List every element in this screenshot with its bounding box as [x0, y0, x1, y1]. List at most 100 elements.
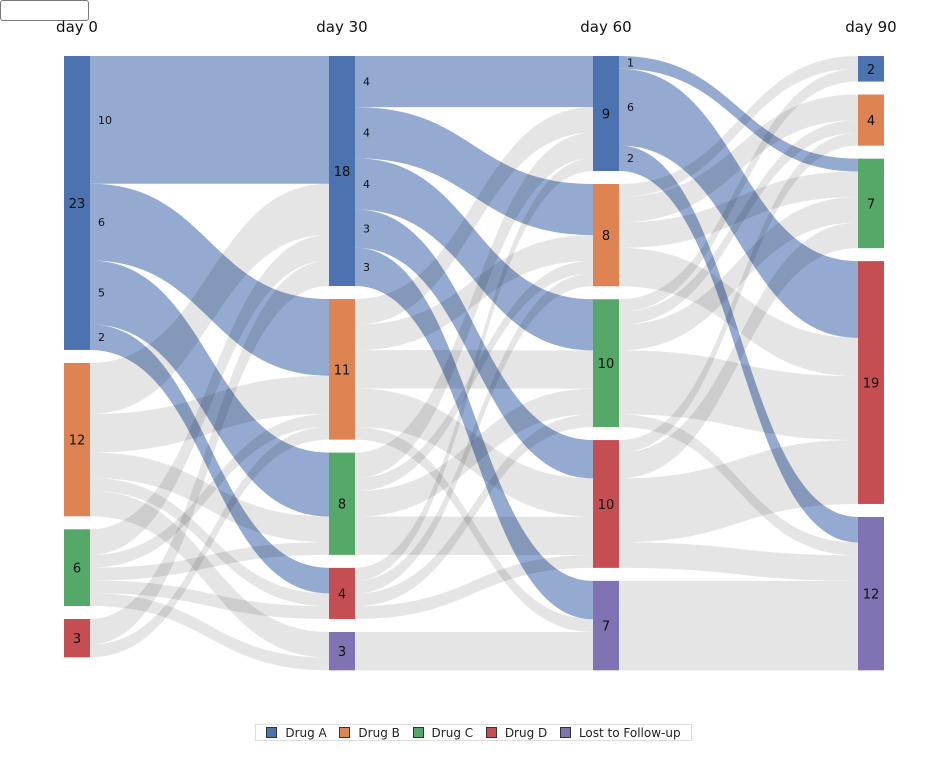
link-A-to-D[interactable] — [619, 68, 858, 338]
nodes — [64, 56, 884, 671]
other-links — [90, 56, 858, 671]
link-C-to-A[interactable] — [355, 132, 593, 479]
node-drug-a[interactable] — [858, 56, 884, 82]
link-A-to-B[interactable] — [355, 107, 593, 236]
link-B-to-B[interactable] — [355, 235, 593, 351]
link-value-label: 2 — [627, 152, 634, 165]
link-C-to-B[interactable] — [355, 260, 593, 491]
link-D-to-A[interactable] — [90, 260, 329, 645]
legend-item-lost[interactable]: Lost to Follow-up — [559, 725, 681, 740]
node-drug-d[interactable] — [64, 618, 90, 658]
link-C-to-A[interactable] — [90, 234, 329, 555]
node-drug-d[interactable] — [329, 567, 355, 619]
node-drug-b[interactable] — [64, 362, 90, 517]
column-title-day-60: day 60 — [580, 18, 632, 36]
link-C-to-D[interactable] — [355, 516, 593, 556]
node-value-label: 23 — [69, 197, 86, 212]
legend-item-drug-d[interactable]: Drug D — [485, 726, 547, 740]
link-A-to-L[interactable] — [355, 247, 593, 620]
link-D-to-A[interactable] — [355, 158, 593, 581]
legend-label: Drug A — [285, 725, 327, 740]
link-A-to-D[interactable] — [355, 209, 593, 479]
node-value-label: 12 — [69, 434, 86, 449]
link-B-to-C[interactable] — [90, 452, 329, 543]
link-B-to-D[interactable] — [355, 388, 593, 517]
legend-label: Lost to Follow-up — [578, 725, 681, 740]
node-drug-c[interactable] — [329, 452, 355, 555]
node-value-label: 3 — [338, 645, 346, 660]
node-drug-b[interactable] — [593, 184, 619, 287]
node-drug-b[interactable] — [329, 299, 355, 440]
node-lost-to-follow-up[interactable] — [858, 516, 884, 671]
link-D-to-B[interactable] — [619, 132, 858, 453]
link-A-to-D[interactable] — [90, 324, 329, 594]
link-value-label: 6 — [98, 216, 105, 229]
legend-swatch — [559, 727, 571, 738]
node-value-label: 7 — [867, 197, 875, 212]
link-D-to-B[interactable] — [90, 426, 329, 658]
link-C-to-D[interactable] — [90, 580, 329, 619]
link-D-to-D[interactable] — [355, 555, 593, 619]
link-D-to-D[interactable] — [619, 440, 858, 543]
node-value-label: 8 — [602, 229, 610, 244]
link-D-to-B[interactable] — [355, 273, 593, 594]
link-B-to-D[interactable] — [90, 477, 329, 607]
node-drug-c[interactable] — [64, 529, 90, 606]
legend-item-drug-a[interactable]: Drug A — [266, 725, 327, 740]
node-drug-c[interactable] — [593, 299, 619, 428]
node-value-label: 2 — [867, 63, 875, 78]
link-B-to-L[interactable] — [90, 490, 329, 658]
link-D-to-C[interactable] — [619, 222, 858, 479]
link-D-to-L[interactable] — [619, 542, 858, 581]
node-value-label: 6 — [73, 562, 81, 577]
link-C-to-B[interactable] — [90, 414, 329, 568]
node-lost-to-follow-up[interactable] — [593, 580, 619, 671]
link-C-to-B[interactable] — [619, 120, 858, 325]
node-value-label: 8 — [338, 498, 346, 513]
link-B-to-A[interactable] — [355, 107, 593, 325]
link-C-to-L[interactable] — [619, 414, 858, 556]
link-L-to-L[interactable] — [355, 631, 593, 671]
link-B-to-L[interactable] — [355, 426, 593, 632]
link-B-to-D[interactable] — [619, 247, 858, 377]
link-L-to-L[interactable] — [619, 580, 858, 671]
link-A-to-C[interactable] — [355, 158, 593, 351]
node-value-label: 7 — [602, 620, 610, 635]
link-C-to-L[interactable] — [90, 593, 329, 671]
link-B-to-A[interactable] — [619, 56, 858, 197]
link-value-label: 4 — [363, 76, 370, 89]
link-B-to-B[interactable] — [90, 375, 329, 453]
link-value-label: 3 — [363, 223, 370, 236]
link-C-to-D[interactable] — [619, 350, 858, 441]
node-lost-to-follow-up[interactable] — [329, 631, 355, 671]
node-drug-c[interactable] — [858, 158, 884, 249]
link-B-to-B[interactable] — [619, 94, 858, 223]
node-drug-b[interactable] — [858, 94, 884, 146]
link-A-to-B[interactable] — [90, 183, 329, 376]
link-B-to-C[interactable] — [619, 171, 858, 248]
legend-item-drug-c[interactable]: Drug C — [412, 725, 474, 740]
link-B-to-A[interactable] — [90, 183, 329, 415]
link-A-to-A[interactable] — [90, 56, 329, 184]
node-drug-a[interactable] — [64, 56, 90, 350]
node-drug-d[interactable] — [858, 261, 884, 504]
legend-item-drug-b[interactable]: Drug B — [339, 725, 400, 740]
labels: 10 6 5 2 4 4 4 3 3 1 6 2 23 12 6 3 18 11 8 4 3 9 8 10 10 7 2 4 7 19 12 — [69, 56, 880, 660]
dropdown-button[interactable] — [0, 0, 89, 21]
node-drug-d[interactable] — [593, 440, 619, 568]
link-D-to-C[interactable] — [355, 414, 593, 607]
link-A-to-A[interactable] — [355, 56, 593, 108]
link-C-to-C[interactable] — [619, 197, 858, 351]
legend-label: Drug B — [358, 725, 400, 740]
node-drug-a[interactable] — [329, 56, 355, 287]
link-A-to-L[interactable] — [619, 145, 858, 543]
link-A-to-C[interactable] — [90, 260, 329, 517]
node-drug-a[interactable] — [593, 56, 619, 172]
link-B-to-C[interactable] — [355, 350, 593, 389]
link-A-to-C[interactable] — [619, 56, 858, 172]
node-value-label: 12 — [863, 588, 880, 603]
legend-label: Drug C — [431, 725, 474, 740]
link-C-to-A[interactable] — [619, 68, 858, 313]
link-C-to-C[interactable] — [355, 388, 593, 517]
link-C-to-C[interactable] — [90, 542, 329, 581]
